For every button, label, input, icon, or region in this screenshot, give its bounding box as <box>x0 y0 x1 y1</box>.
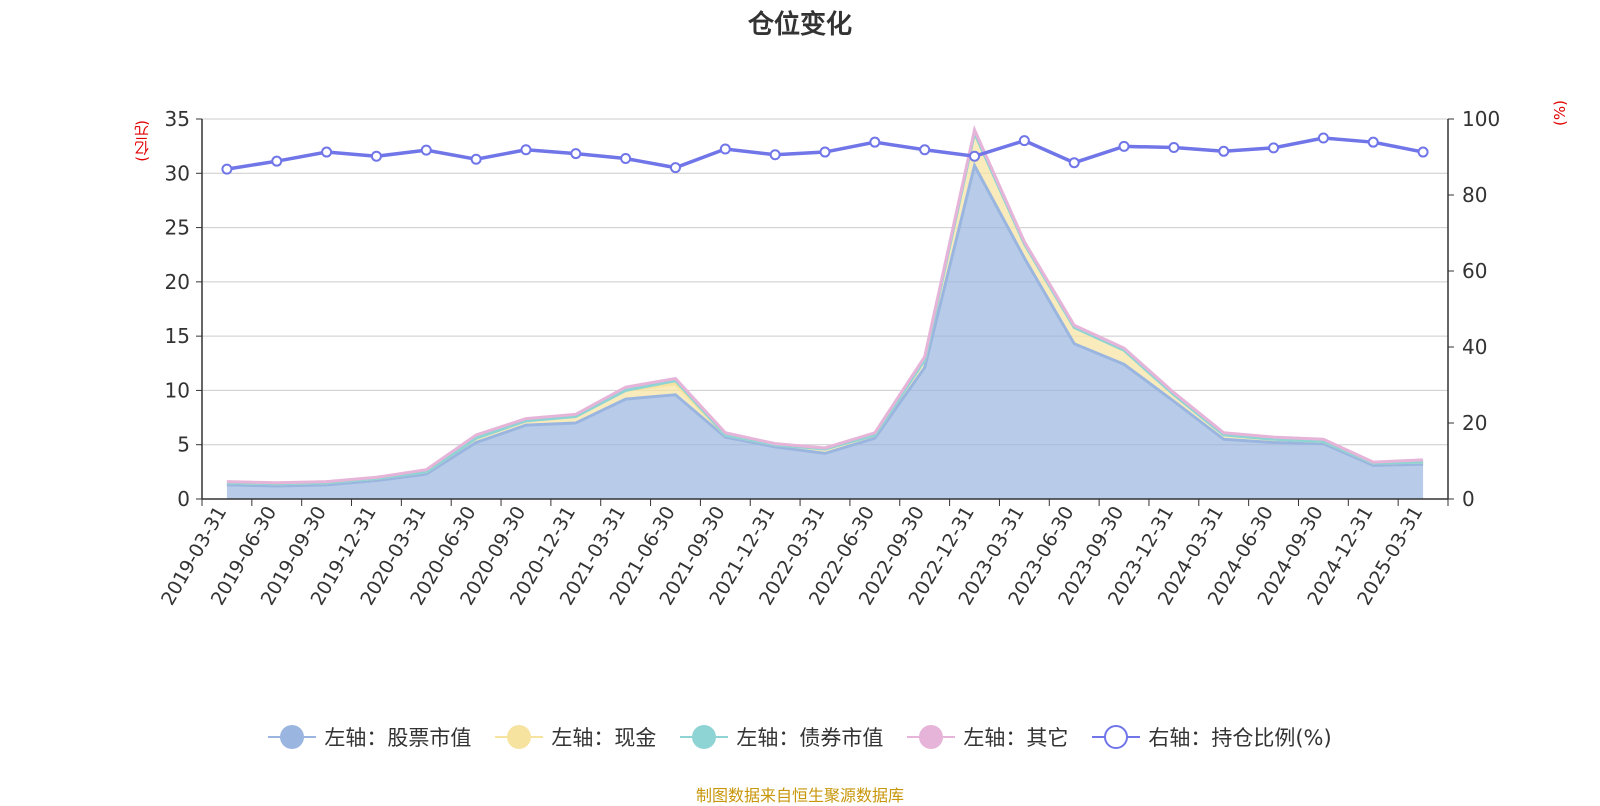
legend-item-position-ratio[interactable]: 右轴：持仓比例(%) <box>1092 722 1332 752</box>
ratio-point <box>869 136 881 148</box>
ratio-point <box>470 153 482 165</box>
legend-swatch-cash-icon <box>495 725 544 749</box>
y-right-tick-label: 0 <box>1462 487 1475 511</box>
y-left-tick-label: 15 <box>165 324 190 348</box>
legend-swatch-bond-icon <box>680 725 729 749</box>
y-left-tick-label: 20 <box>165 270 190 294</box>
ratio-point <box>370 150 382 162</box>
legend-item-bond[interactable]: 左轴：债券市值 <box>680 722 883 752</box>
legend-label: 左轴：债券市值 <box>736 726 884 750</box>
y-left-tick-label: 10 <box>165 378 190 402</box>
area-9ab6e0 <box>226 165 1424 499</box>
ratio-point <box>271 155 283 167</box>
ratio-point <box>769 149 781 161</box>
legend-item-stock[interactable]: 左轴：股票市值 <box>268 722 471 752</box>
ratio-point <box>520 144 532 156</box>
chart-title: 仓位变化 <box>747 10 852 40</box>
y-right-tick-label: 20 <box>1462 411 1487 435</box>
legend-label: 右轴：持仓比例(%) <box>1148 726 1332 750</box>
y-right-tick-label: 100 <box>1462 107 1500 131</box>
y-left-tick-label: 30 <box>165 161 190 185</box>
legend: 左轴：股票市值 左轴：现金 左轴：债券市值 左轴：其它 <box>0 722 1600 752</box>
y-left-tick-label: 5 <box>177 433 190 457</box>
ratio-point <box>1268 142 1280 154</box>
legend-item-cash[interactable]: 左轴：现金 <box>495 722 656 752</box>
ratio-point <box>719 143 731 155</box>
y-right-tick-label: 80 <box>1462 183 1487 207</box>
ratio-point <box>620 153 632 165</box>
ratio-point <box>321 146 333 158</box>
legend-label: 左轴：股票市值 <box>324 726 472 750</box>
ratio-point <box>1367 136 1379 148</box>
legend-swatch-other-icon <box>907 725 956 749</box>
area-8fd4d4 <box>226 133 1424 484</box>
ratio-point <box>570 148 582 160</box>
ratio-point <box>669 162 681 174</box>
series-line-9ab6e0 <box>226 161 1424 488</box>
y-left-tick-label: 35 <box>165 107 190 131</box>
area-e6b4d8 <box>226 129 1424 484</box>
ratio-point <box>919 144 931 156</box>
series-line-8fd4d4 <box>226 128 1424 486</box>
ratio-point <box>1218 145 1230 157</box>
series-line-e6b4d8 <box>226 125 1424 485</box>
ratio-point <box>1018 135 1030 147</box>
y-right-tick-label: 60 <box>1462 259 1487 283</box>
ratio-point <box>1068 157 1080 169</box>
legend-label: 左轴：其它 <box>963 726 1069 750</box>
legend-swatch-stock-icon <box>268 725 317 749</box>
legend-label: 左轴：现金 <box>551 726 657 750</box>
y-right-tick-label: 40 <box>1462 335 1487 359</box>
series-line-f7e3a0 <box>226 128 1424 486</box>
ratio-point <box>1168 142 1180 153</box>
data-source-note: 制图数据来自恒生聚源数据库 <box>695 786 904 805</box>
ratio-point <box>1317 132 1329 144</box>
legend-swatch-ratio-icon <box>1092 725 1141 749</box>
ratio-point <box>1417 146 1429 158</box>
y-left-tick-label: 25 <box>165 216 190 240</box>
ratio-point <box>1118 140 1130 152</box>
ratio-point <box>819 146 831 158</box>
ratio-point <box>221 163 233 175</box>
legend-item-other[interactable]: 左轴：其它 <box>907 722 1068 752</box>
y-left-tick-label: 0 <box>177 487 190 511</box>
ratio-point <box>420 144 432 156</box>
ratio-point <box>969 150 981 162</box>
